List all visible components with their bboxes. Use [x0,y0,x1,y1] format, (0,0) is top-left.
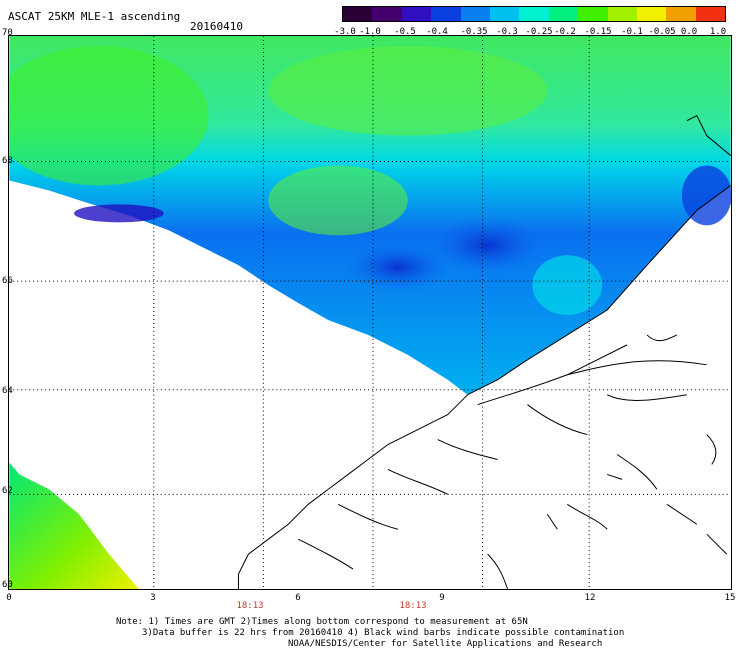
note-line-1: Note: 1) Times are GMT 2)Times along bot… [116,617,528,627]
data-swath [9,36,731,395]
color-scale-label: -0.35 [460,27,488,37]
color-scale-label: -0.1 [621,27,643,37]
color-swatch [548,7,579,21]
color-scale-label: -1.0 [359,27,381,37]
color-scale-label: -0.4 [426,27,448,37]
note-line-3: NOAA/NESDIS/Center for Satellite Applica… [288,639,603,649]
longitude-label: 3 [150,593,156,603]
product-title: ASCAT 25KM MLE-1 ascending [8,10,181,23]
color-swatch [372,7,402,21]
longitude-label: 9 [439,593,445,603]
latitude-label: 60 [2,580,13,590]
color-scale-label: -0.3 [496,27,518,37]
longitude-label: 0 [6,593,12,603]
time-label-2: 18:13 [399,601,427,611]
note-line-2: 3)Data buffer is 22 hrs from 20160410 4)… [142,628,625,638]
color-swatch [636,7,667,21]
color-scale-label: -0.15 [584,27,612,37]
graticule [9,36,731,589]
color-scale-bar [342,6,726,22]
longitude-label: 12 [584,593,596,603]
color-scale-label: -0.2 [554,27,576,37]
color-scale-label: -0.5 [394,27,416,37]
color-swatch [343,7,373,21]
color-swatch [431,7,461,21]
color-swatch [578,7,608,21]
coastline [237,115,731,589]
latitude-label: 66 [2,276,13,286]
data-swath-southwest [9,462,139,589]
map-panel [8,35,732,590]
latitude-label: 64 [2,386,13,396]
product-date: 20160410 [190,20,243,33]
time-label-1: 18:13 [236,601,264,611]
color-scale-label: 1.0 [709,27,727,37]
color-swatch [401,7,432,21]
latitude-label: 70 [2,28,13,38]
color-swatch [607,7,637,21]
color-swatch [695,7,726,21]
color-scale-label: -3.0 [334,27,356,37]
color-scale-label: -0.05 [648,27,676,37]
color-swatch [460,7,490,21]
longitude-label: 6 [295,593,301,603]
color-swatch [489,7,520,21]
color-scale-label: -0.25 [525,27,553,37]
longitude-label: 15 [724,593,736,603]
color-scale-label: 0.0 [680,27,698,37]
latitude-label: 62 [2,486,13,496]
color-swatch [666,7,696,21]
latitude-label: 68 [2,156,13,166]
color-swatch [519,7,549,21]
